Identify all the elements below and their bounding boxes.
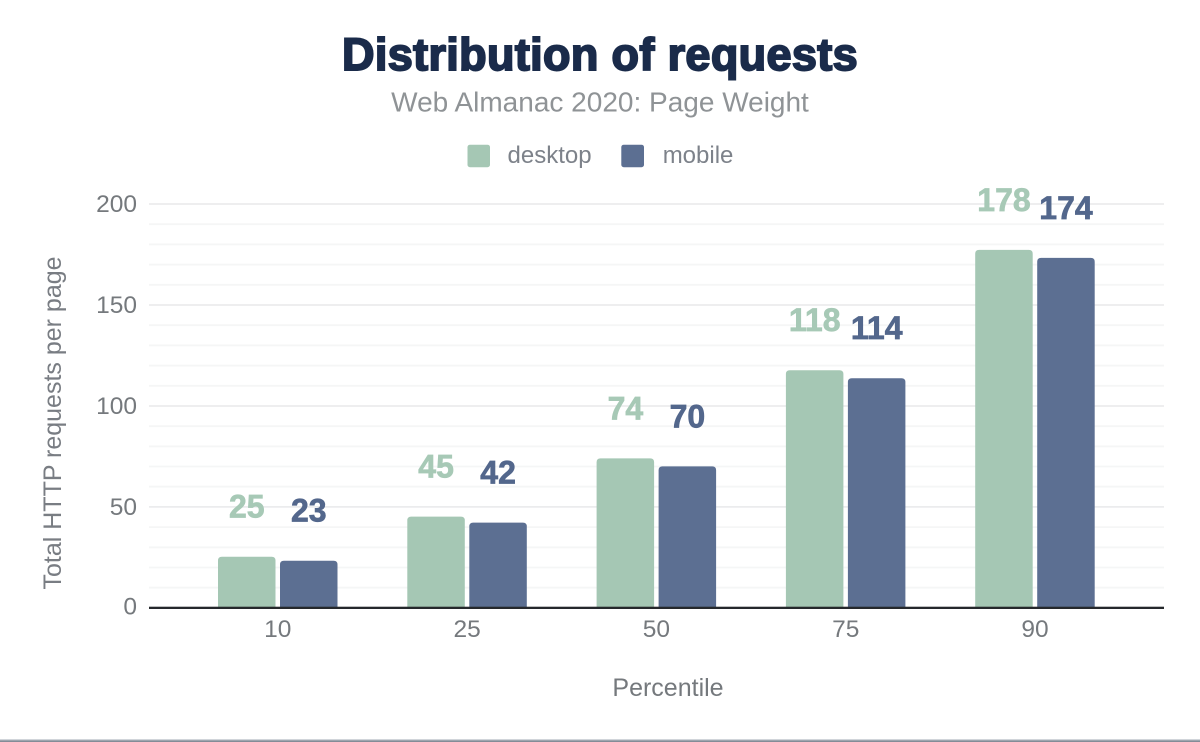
svg-text:desktop: desktop <box>508 142 592 169</box>
svg-text:0: 0 <box>123 594 137 621</box>
svg-text:45: 45 <box>418 449 454 485</box>
svg-text:50: 50 <box>110 494 137 521</box>
svg-text:74: 74 <box>608 390 644 426</box>
svg-text:90: 90 <box>1021 616 1048 643</box>
svg-text:178: 178 <box>977 182 1030 218</box>
svg-text:10: 10 <box>264 616 291 643</box>
svg-text:118: 118 <box>789 302 841 338</box>
svg-text:25: 25 <box>453 616 480 643</box>
svg-text:Web Almanac 2020: Page Weight: Web Almanac 2020: Page Weight <box>391 87 809 118</box>
svg-text:75: 75 <box>832 616 859 643</box>
svg-text:mobile: mobile <box>663 142 734 169</box>
svg-text:25: 25 <box>229 489 265 525</box>
svg-text:Total HTTP requests per page: Total HTTP requests per page <box>39 256 67 589</box>
svg-text:50: 50 <box>643 616 670 643</box>
svg-text:23: 23 <box>291 493 327 529</box>
svg-text:42: 42 <box>480 455 516 491</box>
svg-text:70: 70 <box>670 398 706 434</box>
svg-text:Percentile: Percentile <box>612 674 723 702</box>
svg-text:200: 200 <box>96 191 137 218</box>
svg-text:150: 150 <box>96 292 137 319</box>
svg-text:114: 114 <box>851 310 903 346</box>
svg-text:100: 100 <box>96 393 137 420</box>
svg-text:174: 174 <box>1039 190 1093 226</box>
svg-text:Distribution of requests: Distribution of requests <box>342 29 858 80</box>
